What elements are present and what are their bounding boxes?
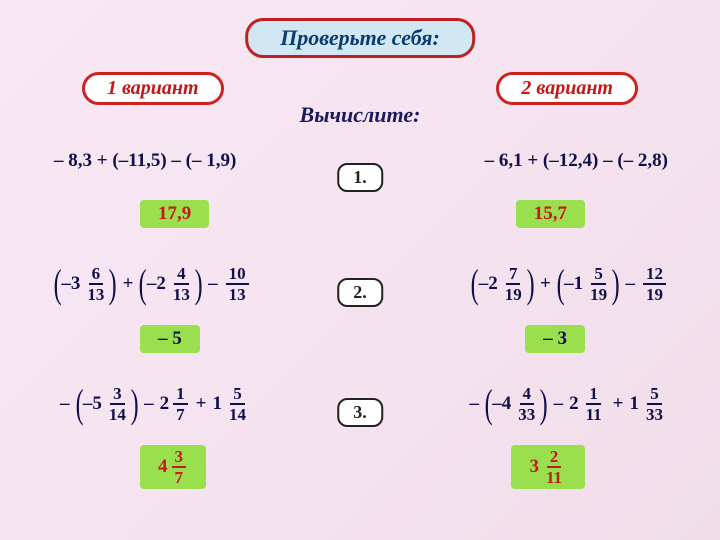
- t3r-w2: 2: [569, 393, 579, 415]
- task3-left-expression: – ( –5 314 ) – 2 17 + 1 514: [54, 385, 251, 423]
- t2r-d1: 19: [502, 285, 525, 303]
- paren-close-icon: ): [130, 386, 138, 422]
- task3-right-expression: – ( –4 433 ) – 2 111 + 1 533: [463, 385, 668, 423]
- t3ra-w: 3: [529, 456, 539, 478]
- paren-open-icon: (: [485, 386, 493, 422]
- t3l-n2: 1: [173, 385, 188, 405]
- t3l-w1: –5: [83, 393, 102, 415]
- task3-left-answer: 4 37: [140, 445, 206, 489]
- t3r-n2: 1: [586, 385, 601, 405]
- t3l-n1: 3: [110, 385, 125, 405]
- t3la-w: 4: [158, 456, 168, 478]
- task-number-3: 3.: [337, 398, 383, 427]
- t2r-w2: –1: [564, 273, 583, 295]
- t2l-d1: 13: [84, 285, 107, 303]
- t2r-n2: 5: [591, 265, 606, 285]
- t2r-w1: –2: [479, 273, 498, 295]
- t2l-d3: 13: [226, 285, 249, 303]
- paren-open-icon: (: [557, 266, 565, 302]
- t3ra-d: 11: [543, 468, 565, 486]
- t2l-w2: –2: [147, 273, 166, 295]
- t2l-n3: 10: [226, 265, 249, 285]
- paren-close-icon: ): [194, 266, 202, 302]
- t3l-d1: 14: [106, 405, 129, 423]
- task2-left-expression: ( –3 613 ) + ( –2 413 ) – 1013: [54, 265, 251, 303]
- t3l-w3: 1: [212, 393, 222, 415]
- minus-op: –: [208, 273, 218, 295]
- t2l-w1: –3: [61, 273, 80, 295]
- t3la-n: 3: [172, 448, 187, 468]
- t2l-n2: 4: [174, 265, 189, 285]
- plus-op: +: [196, 393, 207, 415]
- paren-close-icon: ): [540, 386, 548, 422]
- t3r-w3: 1: [630, 393, 640, 415]
- paren-open-icon: (: [471, 266, 479, 302]
- paren-close-icon: ): [109, 266, 117, 302]
- variant-1-badge: 1 вариант: [82, 72, 224, 105]
- task2-right-answer: – 3: [525, 325, 585, 353]
- task2-left-answer: – 5: [140, 325, 200, 353]
- t3l-d2: 7: [173, 405, 188, 423]
- t2r-d2: 19: [587, 285, 610, 303]
- t3r-n1: 4: [520, 385, 535, 405]
- paren-close-icon: ): [612, 266, 620, 302]
- minus-op: –: [144, 393, 154, 415]
- task2-right-expression: ( –2 719 ) + ( –1 519 ) – 1219: [471, 265, 668, 303]
- t3l-n3: 5: [230, 385, 245, 405]
- t3r-d2: 11: [583, 405, 605, 423]
- t3ra-n: 2: [547, 448, 562, 468]
- task1-right-answer: 15,7: [516, 200, 585, 228]
- t3r-d3: 33: [643, 405, 666, 423]
- minus-op: –: [469, 393, 479, 415]
- plus-op: +: [613, 393, 624, 415]
- paren-open-icon: (: [75, 386, 83, 422]
- minus-op: –: [554, 393, 564, 415]
- task1-left-expression: – 8,3 + (–11,5) – (– 1,9): [54, 150, 236, 172]
- task3-right-answer: 3 211: [511, 445, 585, 489]
- t3l-w2: 2: [160, 393, 170, 415]
- t3la-d: 7: [172, 468, 187, 486]
- plus-op: +: [123, 273, 134, 295]
- plus-op: +: [540, 273, 551, 295]
- variant-2-badge: 2 вариант: [496, 72, 638, 105]
- t2r-n3: 12: [643, 265, 666, 285]
- title-badge: Проверьте себя:: [245, 18, 475, 58]
- paren-close-icon: ): [526, 266, 534, 302]
- t3r-d1: 33: [515, 405, 538, 423]
- t2r-n1: 7: [506, 265, 521, 285]
- t2l-d2: 13: [170, 285, 193, 303]
- task1-right-expression: – 6,1 + (–12,4) – (– 2,8): [485, 150, 668, 172]
- t3r-n3: 5: [647, 385, 662, 405]
- minus-op: –: [626, 273, 636, 295]
- paren-open-icon: (: [54, 266, 62, 302]
- paren-open-icon: (: [139, 266, 147, 302]
- minus-op: –: [60, 393, 70, 415]
- task-number-1: 1.: [337, 163, 383, 192]
- t3l-d3: 14: [226, 405, 249, 423]
- task1-left-answer: 17,9: [140, 200, 209, 228]
- t2r-d3: 19: [643, 285, 666, 303]
- subtitle: Вычислите:: [300, 102, 421, 128]
- t2l-n1: 6: [89, 265, 104, 285]
- task-number-2: 2.: [337, 278, 383, 307]
- t3r-w1: –4: [492, 393, 511, 415]
